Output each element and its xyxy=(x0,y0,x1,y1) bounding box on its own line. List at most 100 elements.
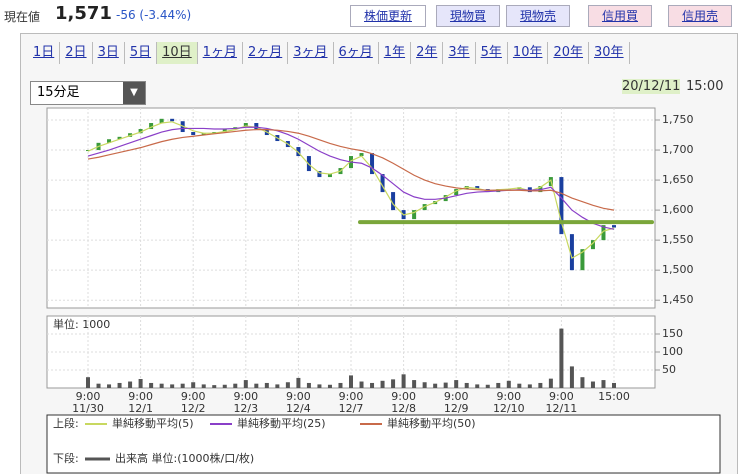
legend-entry: 単純移動平均(25) xyxy=(237,416,326,430)
y-tick-label: 1,550 xyxy=(662,233,694,246)
period-tab[interactable]: 2年 xyxy=(411,42,444,64)
candle xyxy=(612,225,616,228)
candle xyxy=(380,174,385,193)
x-date-label: 12/2 xyxy=(181,402,206,415)
x-date-label: 12/1 xyxy=(128,402,153,415)
action-button[interactable]: 信用買 xyxy=(588,5,652,27)
y-tick-label: 1,750 xyxy=(662,113,694,126)
period-tab[interactable]: 6ヶ月 xyxy=(334,42,379,64)
volume-bar xyxy=(327,384,332,388)
x-tick-label: 9:00 xyxy=(549,390,574,403)
volume-bar xyxy=(433,383,438,388)
candle xyxy=(454,189,459,196)
volume-bar xyxy=(349,375,353,388)
y-tick-label: 1,450 xyxy=(662,293,694,306)
period-tab[interactable]: 3ヶ月 xyxy=(288,42,334,64)
volume-bar xyxy=(517,383,522,388)
period-tabs: 1日 2日 3日 5日 10日 1ヶ月 2ヶ月 3ヶ月 6ヶ月 1年 2年 3年 5年 10年 20年 30年 xyxy=(28,42,630,64)
candle xyxy=(559,177,564,235)
top-bar: 現在値 1,571 -56 (-3.44%) 株価更新 現物買 現物売 信用買 信用売 xyxy=(0,0,749,30)
candle xyxy=(191,132,196,136)
volume-bar xyxy=(569,366,574,388)
period-tab[interactable]: 1日 xyxy=(28,42,61,64)
volume-bar xyxy=(580,377,585,388)
volume-bar xyxy=(107,384,112,388)
x-tick-label: 9:00 xyxy=(76,390,101,403)
volume-bar xyxy=(401,374,406,388)
period-tab[interactable]: 1年 xyxy=(379,42,412,64)
period-tab[interactable]: 2日 xyxy=(60,42,93,64)
volume-bar xyxy=(254,383,259,388)
candle xyxy=(170,118,175,122)
volume-bar xyxy=(138,379,143,388)
candle xyxy=(359,153,364,157)
period-tab[interactable]: 3日 xyxy=(93,42,125,64)
volume-bar xyxy=(275,384,280,388)
volume-bar xyxy=(233,383,238,388)
candle xyxy=(412,210,417,220)
x-date-label: 12/11 xyxy=(546,402,578,415)
volume-bar xyxy=(128,381,133,388)
candle xyxy=(138,129,143,134)
interval-text: 15分足 xyxy=(37,85,80,100)
candle xyxy=(86,150,90,152)
x-date-label: 12/10 xyxy=(493,402,525,415)
period-tab[interactable]: 20年 xyxy=(548,42,590,64)
volume-bar xyxy=(264,382,269,388)
action-button[interactable]: 現物買 xyxy=(436,5,500,27)
volume-bar xyxy=(338,382,343,388)
volume-bar xyxy=(527,384,532,388)
volume-bar xyxy=(538,382,543,388)
dropdown-arrow[interactable]: ▼ xyxy=(123,82,145,104)
candle xyxy=(580,249,585,271)
moving-average-line xyxy=(87,129,615,211)
candle xyxy=(222,129,227,133)
y-tick-label: 1,650 xyxy=(662,173,694,186)
volume-bar xyxy=(464,382,469,388)
candle xyxy=(569,234,574,271)
x-date-label: 12/7 xyxy=(339,402,364,415)
x-date-label: 12/4 xyxy=(286,402,311,415)
volume-tick-label: 150 xyxy=(662,327,683,340)
x-tick-label: 9:00 xyxy=(181,390,206,403)
volume-unit: 単位: 1000 xyxy=(53,317,110,331)
period-tab[interactable]: 3年 xyxy=(443,42,476,64)
action-button[interactable]: 現物売 xyxy=(506,5,570,27)
x-tick-label: 9:00 xyxy=(444,390,469,403)
price-label: 現在値 xyxy=(4,10,41,24)
volume-tick-label: 50 xyxy=(662,363,676,376)
period-tab[interactable]: 10日 xyxy=(157,42,198,64)
volume-bar xyxy=(159,383,164,388)
legend-box xyxy=(46,414,721,474)
period-tab[interactable]: 10年 xyxy=(508,42,549,64)
volume-bar xyxy=(443,382,448,388)
period-tab[interactable]: 5日 xyxy=(125,42,158,64)
volume-bar xyxy=(422,382,427,388)
candle xyxy=(601,225,606,241)
volume-bar xyxy=(380,380,385,388)
volume-bar xyxy=(454,380,459,388)
candle xyxy=(159,118,164,124)
x-tick-label: 9:00 xyxy=(496,390,521,403)
x-tick-label: 15:00 xyxy=(598,390,630,403)
volume-bar xyxy=(601,380,606,388)
candle xyxy=(475,186,480,190)
period-tab[interactable]: 2ヶ月 xyxy=(243,42,289,64)
period-tab[interactable]: 5年 xyxy=(476,42,508,64)
period-tab[interactable]: 1ヶ月 xyxy=(198,42,243,64)
volume-bar xyxy=(559,328,564,388)
volume-bar xyxy=(391,379,396,388)
interval-select[interactable]: 15分足 ▼ xyxy=(30,81,146,105)
volume-bar xyxy=(496,382,501,388)
candle xyxy=(327,174,332,178)
candle xyxy=(370,153,375,175)
candle xyxy=(107,139,112,143)
action-button[interactable]: 信用売 xyxy=(668,5,732,27)
x-date-label: 12/9 xyxy=(444,402,469,415)
action-button[interactable]: 株価更新 xyxy=(350,5,426,27)
period-tab[interactable]: 30年 xyxy=(589,42,630,64)
volume-bar xyxy=(117,382,122,388)
volume-bar xyxy=(243,380,248,388)
x-tick-label: 9:00 xyxy=(391,390,416,403)
